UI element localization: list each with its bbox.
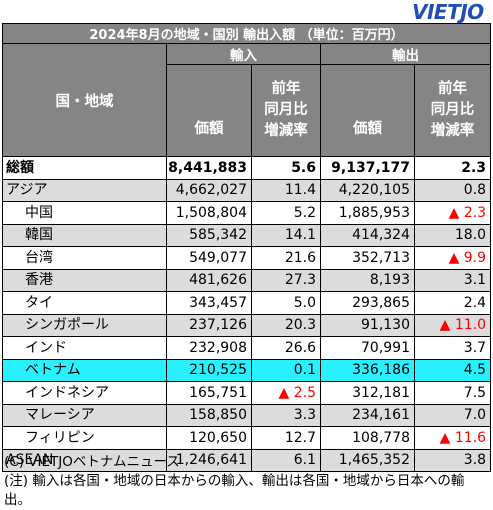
table-row: 香港 481,626 27.3 8,193 3.1 — [2, 268, 492, 292]
export-change-cell: 7.5 — [413, 381, 492, 405]
export-change-cell: 3.8 — [413, 448, 492, 472]
table-row: フィリピン 120,650 12.7 108,778 ▲ 11.6 — [2, 426, 492, 450]
import-value-cell: 165,751 — [166, 381, 252, 405]
table-row: アジア 4,662,027 11.4 4,220,105 0.8 — [2, 178, 492, 202]
export-value-header: 価額 — [320, 64, 415, 157]
export-value-cell: 234,161 — [320, 403, 415, 427]
export-value-cell: 70,991 — [320, 336, 415, 360]
table-row: インドネシア 165,751 ▲ 2.5 312,181 7.5 — [2, 381, 492, 405]
region-name-cell: 台湾 — [2, 246, 167, 270]
import-change-cell: 5.2 — [251, 201, 321, 225]
import-change-cell: ▲ 2.5 — [251, 381, 321, 405]
import-value-cell: 158,850 — [166, 403, 252, 427]
export-value-cell: 1,885,953 — [320, 201, 415, 225]
export-change-cell: 7.0 — [413, 403, 492, 427]
import-value-cell: 120,650 — [166, 426, 252, 450]
import-change-cell: 26.6 — [251, 336, 321, 360]
export-value-cell: 4,220,105 — [320, 178, 415, 202]
export-change-cell: ▲ 11.6 — [413, 426, 492, 450]
import-change-cell: 0.1 — [251, 358, 321, 382]
import-change-cell: 11.4 — [251, 178, 321, 202]
footnote: (注) 輸入は各国・地域の日本からの輸入、輸出は各国・地域から日本への輸出。 — [4, 473, 465, 508]
import-change-cell: 21.6 — [251, 246, 321, 270]
table-row: ASEAN 1,246,641 6.1 1,465,352 3.8 — [2, 448, 492, 472]
table-row: 韓国 585,342 14.1 414,324 18.0 — [2, 223, 492, 247]
import-value-cell: 237,126 — [166, 313, 252, 337]
region-name-cell: フィリピン — [2, 426, 167, 450]
import-value-header: 価額 — [166, 64, 252, 157]
table-row: タイ 343,457 5.0 293,865 2.4 — [2, 291, 492, 315]
import-change-cell: 5.0 — [251, 291, 321, 315]
export-change-cell: 2.3 — [413, 156, 492, 180]
import-value-cell: 343,457 — [166, 291, 252, 315]
trade-table: 2024年8月の地域・国別 輸出入額 （単位：百万円） 国・地域 輸入 輸出 価… — [1, 23, 492, 472]
import-change-cell: 20.3 — [251, 313, 321, 337]
export-change-cell: ▲ 2.3 — [413, 201, 492, 225]
region-name-cell: 中国 — [2, 201, 167, 225]
export-change-cell: 18.0 — [413, 223, 492, 247]
export-group-header: 輸出 — [319, 43, 492, 65]
region-name-cell: 韓国 — [2, 223, 167, 247]
table-row: 中国 1,508,804 5.2 1,885,953 ▲ 2.3 — [2, 201, 492, 225]
export-value-cell: 108,778 — [320, 426, 415, 450]
table-row: シンガポール 237,126 20.3 91,130 ▲ 11.0 — [2, 313, 492, 337]
import-change-cell: 3.3 — [251, 403, 321, 427]
import-value-cell: 585,342 — [166, 223, 252, 247]
export-change-cell: 0.8 — [413, 178, 492, 202]
region-name-cell: ASEAN — [2, 448, 167, 472]
import-value-cell: 1,508,804 — [166, 201, 252, 225]
export-value-cell: 352,713 — [320, 246, 415, 270]
import-change-cell: 14.1 — [251, 223, 321, 247]
import-value-cell: 8,441,883 — [166, 156, 252, 180]
export-value-cell: 1,465,352 — [320, 448, 415, 472]
region-name-cell: マレーシア — [2, 403, 167, 427]
import-group-header: 輸入 — [166, 43, 321, 65]
region-name-cell: シンガポール — [2, 313, 167, 337]
region-name-cell: タイ — [2, 291, 167, 315]
export-value-cell: 91,130 — [320, 313, 415, 337]
import-value-cell: 4,662,027 — [166, 178, 252, 202]
export-value-cell: 9,137,177 — [320, 156, 415, 180]
import-value-cell: 1,246,641 — [166, 448, 252, 472]
table-row: マレーシア 158,850 3.3 234,161 7.0 — [2, 403, 492, 427]
export-change-cell: 3.1 — [413, 268, 492, 292]
export-change-header: 前年 同月比 増減率 — [413, 64, 492, 157]
vietjo-logo: VIETJO — [412, 0, 484, 24]
import-value-cell: 549,077 — [166, 246, 252, 270]
table-row: ベトナム 210,525 0.1 336,186 4.5 — [2, 358, 492, 382]
export-value-cell: 414,324 — [320, 223, 415, 247]
import-value-cell: 232,908 — [166, 336, 252, 360]
region-name-cell: アジア — [2, 178, 167, 202]
region-column-header: 国・地域 — [2, 43, 167, 157]
import-value-cell: 481,626 — [166, 268, 252, 292]
region-name-cell: インド — [2, 336, 167, 360]
export-value-cell: 293,865 — [320, 291, 415, 315]
export-value-cell: 8,193 — [320, 268, 415, 292]
region-name-cell: 香港 — [2, 268, 167, 292]
export-change-cell: 2.4 — [413, 291, 492, 315]
table-row: 総額 8,441,883 5.6 9,137,177 2.3 — [2, 156, 492, 180]
import-value-cell: 210,525 — [166, 358, 252, 382]
table-row: 台湾 549,077 21.6 352,713 ▲ 9.9 — [2, 246, 492, 270]
export-value-cell: 312,181 — [320, 381, 415, 405]
import-change-cell: 12.7 — [251, 426, 321, 450]
export-change-cell: ▲ 9.9 — [413, 246, 492, 270]
export-change-cell: 4.5 — [413, 358, 492, 382]
import-change-cell: 6.1 — [251, 448, 321, 472]
table-row: インド 232,908 26.6 70,991 3.7 — [2, 336, 492, 360]
export-value-cell: 336,186 — [320, 358, 415, 382]
copyright-note: (C) VIETJOベトナムニュース — [4, 454, 180, 470]
region-name-cell: インドネシア — [2, 381, 167, 405]
table-title: 2024年8月の地域・国別 輸出入額 （単位：百万円） — [1, 23, 492, 44]
export-change-cell: ▲ 11.0 — [413, 313, 492, 337]
export-change-cell: 3.7 — [413, 336, 492, 360]
import-change-cell: 27.3 — [251, 268, 321, 292]
region-name-cell: 総額 — [2, 156, 167, 180]
region-name-cell: ベトナム — [2, 358, 167, 382]
import-change-cell: 5.6 — [251, 156, 321, 180]
import-change-header: 前年 同月比 増減率 — [251, 64, 321, 157]
